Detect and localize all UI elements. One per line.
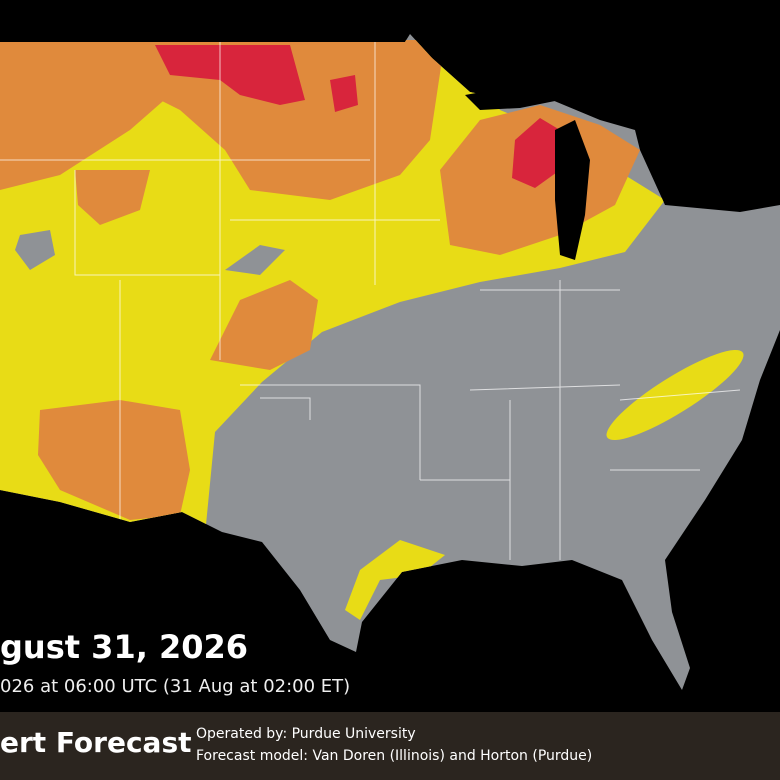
footer-bar: ert Forecast Operated by: Purdue Univers…	[0, 712, 780, 780]
time-subtitle: 026 at 06:00 UTC (31 Aug at 02:00 ET)	[0, 676, 351, 697]
brand: ert Forecast	[0, 726, 192, 759]
state-lines	[0, 40, 741, 560]
lake	[555, 120, 590, 260]
risk-high	[512, 118, 560, 188]
risk-moderate	[210, 280, 318, 370]
risk-high	[330, 75, 358, 112]
risk-high	[155, 45, 305, 105]
lake	[465, 85, 560, 110]
risk-moderate	[75, 170, 150, 225]
date-title: gust 31, 2026	[0, 628, 249, 666]
risk-moderate	[38, 400, 190, 520]
risk-moderate	[0, 40, 170, 190]
model-credit: Forecast model: Van Doren (Illinois) and…	[196, 748, 593, 764]
risk-low	[345, 540, 445, 620]
operator: Operated by: Purdue University	[196, 726, 416, 742]
